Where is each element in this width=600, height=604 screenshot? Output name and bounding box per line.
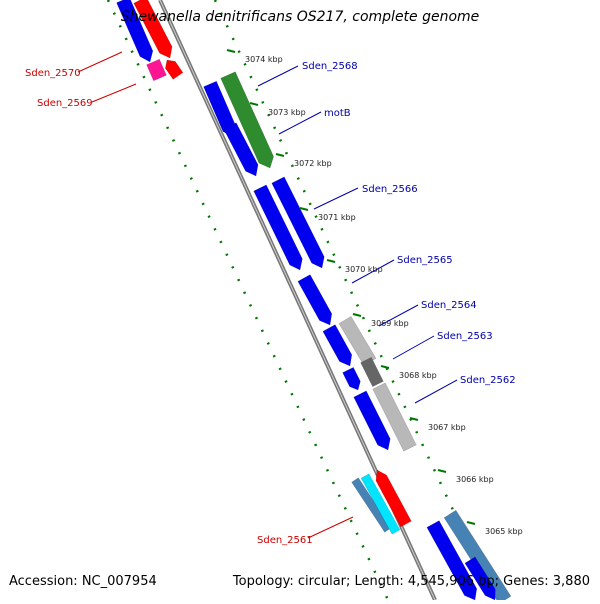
kbp-tick-label: 3067 kbp xyxy=(428,423,466,432)
kbp-tick-mark xyxy=(249,102,259,106)
gene-arrow-top-blue xyxy=(116,0,154,63)
page-title: Shewanella denitrificans OS217, complete… xyxy=(120,9,480,25)
gene-label-leader xyxy=(91,83,137,103)
gene-arrow-top-red xyxy=(133,0,173,59)
kbp-ticks: 3074 kbp 3073 kbp 3072 kbp 3071 kbp 3070 kbp… xyxy=(226,49,523,536)
gene-features xyxy=(116,0,512,604)
kbp-tick-mark xyxy=(275,153,285,157)
kbp-tick-label: 3071 kbp xyxy=(318,213,356,222)
kbp-tick-mark xyxy=(226,49,236,53)
gene-labels: Sden_2570 Sden_2569 Sden_2568 motB Sden_2566… xyxy=(25,51,516,546)
kbp-tick-label: 3070 kbp xyxy=(345,265,383,274)
kbp-tick-label: 3068 kbp xyxy=(399,371,437,380)
kbp-tick-label: 3069 kbp xyxy=(371,319,409,328)
kbp-tick-mark xyxy=(380,365,390,369)
gene-arrow-grey-b xyxy=(372,382,417,452)
gene-arrow-sden-2569 xyxy=(146,58,167,82)
gene-label-leader xyxy=(378,304,419,327)
gene-arrow-small-red xyxy=(165,59,184,80)
kbp-tick-label: 3072 kbp xyxy=(294,159,332,168)
gene-label-leader xyxy=(278,111,322,135)
gene-label-leader xyxy=(77,51,123,73)
gene-label-leader xyxy=(257,65,299,87)
gene-label-leader xyxy=(392,335,435,360)
gene-label: Sden_2563 xyxy=(437,331,493,342)
gene-arrow-blue-c xyxy=(253,184,303,271)
gene-label: motB xyxy=(324,108,351,119)
gene-label-leader xyxy=(307,516,354,539)
gene-arrow-blue-e xyxy=(297,274,333,326)
gene-label: Sden_2568 xyxy=(302,61,358,72)
gene-label: Sden_2570 xyxy=(25,68,81,79)
kbp-tick-mark xyxy=(299,207,309,211)
kbp-tick-mark xyxy=(352,313,362,317)
accession-text: Accession: NC_007954 xyxy=(9,574,157,589)
kbp-tick-label: 3074 kbp xyxy=(245,55,283,64)
kbp-tick-mark xyxy=(409,417,419,421)
gene-label: Sden_2564 xyxy=(421,300,477,311)
gene-label-leader xyxy=(351,259,395,284)
gene-label: Sden_2569 xyxy=(37,98,93,109)
kbp-tick-label: 3066 kbp xyxy=(456,475,494,484)
gene-arrow-blue-h xyxy=(353,390,391,451)
gene-arrow-blue-bottom-a xyxy=(426,520,478,601)
gene-arrow-sden-2561 xyxy=(375,469,412,528)
gene-arrow-dark-grey xyxy=(360,356,384,388)
kbp-tick-mark xyxy=(437,469,447,473)
kbp-tick-mark xyxy=(466,521,476,525)
gene-label: Sden_2562 xyxy=(460,375,516,386)
gene-arrow-green xyxy=(220,71,274,169)
gene-arrow-grey-a xyxy=(338,316,377,366)
kbp-tick-mark xyxy=(326,259,336,263)
dotted-line-inner xyxy=(106,0,390,601)
gene-arrow-blue-b xyxy=(223,122,259,177)
gene-arrow-cyan xyxy=(360,473,401,535)
kbp-tick-label: 3073 kbp xyxy=(268,108,306,117)
genome-summary-text: Topology: circular; Length: 4,545,906 bp… xyxy=(232,574,590,589)
kbp-tick-label: 3065 kbp xyxy=(485,527,523,536)
gene-arrow-blue-bottom-b xyxy=(464,556,496,601)
gene-label: Sden_2561 xyxy=(257,535,313,546)
gene-arrow-blue-f xyxy=(322,324,353,367)
gene-label: Sden_2565 xyxy=(397,255,453,266)
gene-label-leader xyxy=(313,187,359,210)
gene-arrow-blue-d xyxy=(271,176,325,269)
gene-label: Sden_2566 xyxy=(362,184,418,195)
gene-label-leader xyxy=(414,379,458,404)
gene-arrow-blue-g xyxy=(342,366,361,391)
